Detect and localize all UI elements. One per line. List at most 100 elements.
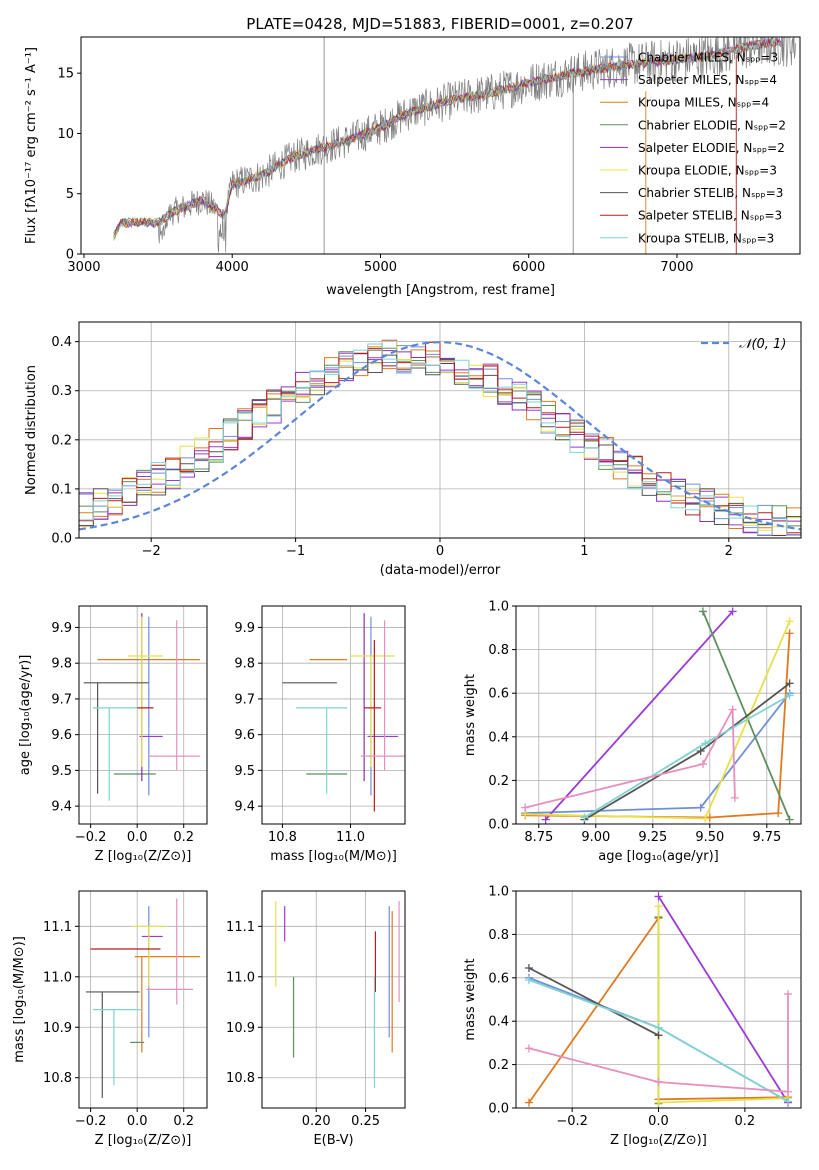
y-tick-label: 9.7 [51, 692, 72, 707]
errorbar-point [92, 707, 138, 801]
weight-marker [696, 746, 705, 755]
x-tick-label: 0.2 [735, 1114, 756, 1129]
y-axis-label: mass weight [463, 958, 478, 1040]
x-tick-label: −1 [286, 544, 305, 559]
y-tick-label: 0.8 [488, 643, 509, 658]
y-tick-label: 10.8 [43, 1071, 72, 1086]
weight-line [524, 706, 736, 809]
y-tick-label: 9.5 [51, 764, 72, 779]
y-tick-label: 0.2 [51, 433, 72, 448]
legend-label: Chabrier STELIB, Nₛₚₚ=3 [638, 186, 783, 200]
weight-marker [654, 1023, 663, 1032]
x-tick-label: 8.75 [524, 830, 553, 845]
x-tick-label: 0.2 [173, 1114, 194, 1129]
y-tick-label: 15 [57, 67, 74, 82]
weight-series [524, 964, 663, 1040]
weight-series [580, 691, 794, 822]
panel-spectrum: 3000 4000 5000 6000 7000 0 5 10 15 wavelength [An… [24, 36, 801, 298]
errorbar-point [360, 620, 405, 771]
axes-frame [261, 605, 406, 825]
y-tick-label: 11.0 [43, 970, 72, 985]
panel-mass_vs_Z: −0.2 0.0 0.2 10.8 10.9 11.0 11.1 Z [log₁₀(Z/Z⊙)… [12, 890, 208, 1148]
x-axis-label: mass [log₁₀(M/M⊙)] [270, 849, 397, 864]
x-tick-label: 0.0 [127, 1114, 148, 1129]
y-tick-label: 9.9 [51, 621, 72, 636]
x-axis-label: E(B-V) [313, 1133, 353, 1148]
weight-marker [696, 803, 705, 812]
x-axis-label: Z [log₁₀(Z/Z⊙)] [95, 1133, 192, 1148]
y-tick-label: 9.6 [51, 728, 72, 743]
legend-label: Chabrier ELODIE, Nₛₚₚ=2 [638, 118, 786, 132]
weight-marker [705, 813, 714, 822]
errorbar-point [85, 991, 140, 1098]
y-tick-label: 0.4 [488, 1015, 509, 1030]
panel-mass_vs_EBV: 0.20 0.25 10.8 10.9 11.0 11.1 E(B-V) [226, 890, 406, 1148]
weight-marker [524, 1044, 533, 1053]
x-tick-label: 3000 [67, 260, 100, 275]
weight-marker [701, 739, 710, 748]
y-axis-label: mass weight [463, 674, 478, 756]
x-tick-label: 11.0 [336, 830, 365, 845]
panel-residuals: −2 −1 0 1 2 0.0 0.1 0.2 0.3 0.4 (data-model)/error… [24, 321, 802, 578]
y-tick-label: 9.8 [234, 657, 255, 672]
x-axis-label: Z [log₁₀(Z/Z⊙)] [95, 849, 192, 864]
weight-marker [580, 813, 589, 822]
errorbar-point [134, 956, 201, 1053]
x-tick-label: 0.0 [648, 1114, 669, 1129]
y-tick-label: 0.0 [488, 818, 509, 833]
panel-mass_weight_vs_Z: −0.2 0.0 0.2 0.0 0.2 0.4 0.6 0.8 1.0 Z [log₁₀(Z/Z… [463, 885, 802, 1148]
x-tick-label: 4000 [216, 260, 249, 275]
y-tick-label: 9.4 [51, 800, 72, 815]
y-tick-label: 0.2 [488, 1058, 509, 1073]
legend-label: 𝒩(0, 1) [739, 337, 786, 352]
x-tick-label: 6000 [512, 260, 545, 275]
y-tick-label: 9.6 [234, 728, 255, 743]
x-tick-label: 1 [580, 544, 588, 559]
y-tick-label: 0.3 [51, 384, 72, 399]
weight-marker [521, 803, 530, 812]
y-axis-label: Normed distribution [24, 365, 39, 495]
y-tick-label: 9.8 [51, 657, 72, 672]
weight-marker [774, 809, 783, 818]
weight-line [528, 967, 659, 1037]
weight-series [541, 607, 737, 824]
panel-age_vs_mass: 10.8 11.0 9.4 9.5 9.6 9.7 9.8 9.9 mass [log₁₀(M/… [234, 605, 406, 864]
axes-frame [78, 605, 208, 825]
weight-marker [698, 607, 707, 616]
errorbar-point [92, 1008, 142, 1086]
weight-series [521, 617, 794, 823]
y-tick-label: 0.4 [51, 335, 72, 350]
weight-marker [524, 1098, 533, 1107]
weight-marker [784, 1087, 793, 1096]
axes-frame [78, 890, 208, 1109]
weight-marker [654, 1098, 663, 1107]
y-tick-label: 0 [66, 248, 74, 263]
x-tick-label: −0.2 [75, 1114, 107, 1129]
y-tick-label: 1.0 [488, 885, 509, 900]
panel-mass_weight_vs_age: 8.75 9.00 9.25 9.50 9.75 0.0 0.2 0.4 0.6 0.8 1.0 ag… [463, 600, 802, 864]
y-tick-label: 9.7 [234, 692, 255, 707]
weight-marker [730, 793, 739, 802]
panel-age_vs_Z: −0.2 0.0 0.2 9.4 9.5 9.6 9.7 9.8 9.9 Z [log₁₀(Z/Z… [18, 605, 208, 864]
weight-marker [785, 679, 794, 688]
weight-marker [785, 617, 794, 626]
x-tick-label: 0.0 [127, 830, 148, 845]
axes-frame [261, 890, 406, 1109]
legend-label: Chabrier MILES, Nₛₚₚ=3 [638, 51, 778, 65]
y-axis-label: Flux [fλ10⁻¹⁷ erg cm⁻² s⁻¹ A⁻¹] [24, 47, 39, 244]
y-tick-label: 11.1 [43, 920, 72, 935]
weight-marker [541, 815, 550, 824]
x-axis-label: wavelength [Angstrom, rest frame] [326, 283, 555, 298]
x-axis-label: age [log₁₀(age/yr)] [598, 849, 719, 864]
weight-marker [785, 691, 794, 700]
errorbar-point [132, 925, 166, 987]
x-tick-label: −0.2 [75, 830, 107, 845]
weight-marker [728, 705, 737, 714]
spectrum-model-line [113, 37, 782, 241]
axes-frame [80, 36, 801, 255]
weight-line [583, 694, 791, 819]
legend-label: Salpeter STELIB, Nₛₚₚ=3 [638, 209, 782, 223]
weight-marker [524, 964, 533, 973]
weight-marker [701, 814, 710, 823]
